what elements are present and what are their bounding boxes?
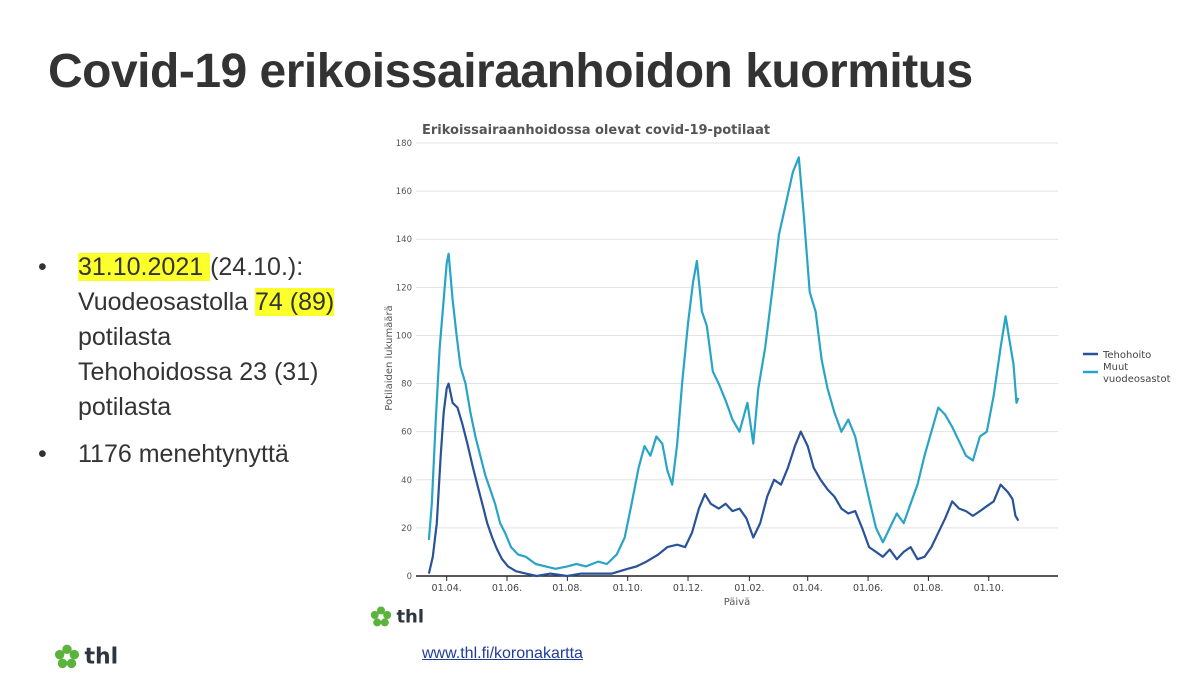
bullet-item-status: • 31.10.2021 (24.10.): Vuodeosastolla 74… [36, 250, 366, 425]
x-tick-label-3: 01.10. [613, 583, 643, 594]
koronakartta-link[interactable]: www.thl.fi/koronakartta [422, 645, 583, 662]
y-tick-label-40: 40 [401, 476, 412, 486]
x-tick-label-0: 01.04. [432, 583, 462, 594]
ward-line: Vuodeosastolla 74 (89) [78, 285, 366, 320]
x-axis-label: Päivä [724, 597, 751, 608]
series-line-muut-vuodeosastot [427, 156, 1020, 570]
x-tick-label-6: 01.04. [793, 583, 823, 594]
x-tick-label-8: 01.08. [913, 583, 943, 594]
status-date-line: 31.10.2021 (24.10.): [78, 250, 366, 285]
y-tick-label-140: 140 [396, 235, 412, 245]
thl-flower-icon [370, 606, 392, 627]
bullet-list: • 31.10.2021 (24.10.): Vuodeosastolla 74… [36, 250, 366, 472]
chart-title: Erikoissairaanhoidossa olevat covid-19-p… [422, 123, 770, 138]
highlighted-ward-count: 74 (89) [254, 288, 335, 316]
bullet-symbol: • [38, 253, 47, 281]
legend-label-tehohoito: Tehohoito [1102, 350, 1151, 361]
series-line-tehohoito [427, 382, 1020, 578]
y-tick-label-180: 180 [396, 139, 412, 149]
x-tick-label-5: 01.02. [734, 583, 764, 594]
icu-line: Tehohoidossa 23 (31) [78, 358, 319, 386]
bullet-item-deaths: • 1176 menehtynyttä [36, 437, 366, 472]
legend-label-muut: Muut vuodeosastot [1103, 362, 1171, 385]
thl-logo-text: thl [396, 606, 425, 628]
y-tick-label-160: 160 [396, 187, 412, 197]
slide-title: Covid-19 erikoissairaanhoidon kuormitus [48, 45, 973, 98]
thl-flower-icon [54, 644, 80, 669]
chart-thl-logo: thl [370, 606, 424, 628]
bullet-symbol: • [38, 440, 47, 468]
slide-thl-logo: thl [54, 644, 118, 670]
y-tick-label-20: 20 [401, 524, 412, 534]
x-tick-label-2: 01.08. [552, 583, 582, 594]
y-tick-label-0: 0 [407, 572, 412, 582]
x-tick-label-1: 01.06. [492, 583, 522, 594]
y-tick-label-60: 60 [401, 428, 412, 438]
legend: Tehohoito Muut vuodeosastot [1083, 350, 1171, 385]
ward-label: Vuodeosastolla [78, 288, 255, 316]
highlighted-date: 31.10.2021 [78, 253, 211, 281]
x-tick-label-4: 01.12. [673, 583, 703, 594]
x-tick-label-9: 01.10. [974, 583, 1004, 594]
y-tick-label-120: 120 [396, 283, 412, 293]
x-axis-ticks: 01.04. 01.06. 01.08. 01.10. 01.12. 01.02. 01.0… [432, 576, 1004, 594]
series-lines [427, 156, 1020, 578]
y-tick-label-100: 100 [396, 331, 412, 341]
grid-lines [416, 142, 1058, 529]
y-axis-ticks: 0 20 40 60 80 100 120 140 160 180 [396, 139, 412, 582]
comparison-date: (24.10.): [210, 253, 304, 281]
icu-suffix: potilasta [78, 393, 172, 421]
chart: Erikoissairaanhoidossa olevat covid-19-p… [384, 123, 1171, 608]
deaths-text: 1176 menehtynyttä [78, 440, 289, 468]
y-tick-label-80: 80 [401, 380, 412, 390]
x-tick-label-7: 01.06. [853, 583, 883, 594]
y-axis-label: Potilaiden lukumäärä [384, 305, 395, 410]
ward-suffix: potilasta [78, 323, 172, 351]
thl-logo-text: thl [84, 644, 119, 670]
